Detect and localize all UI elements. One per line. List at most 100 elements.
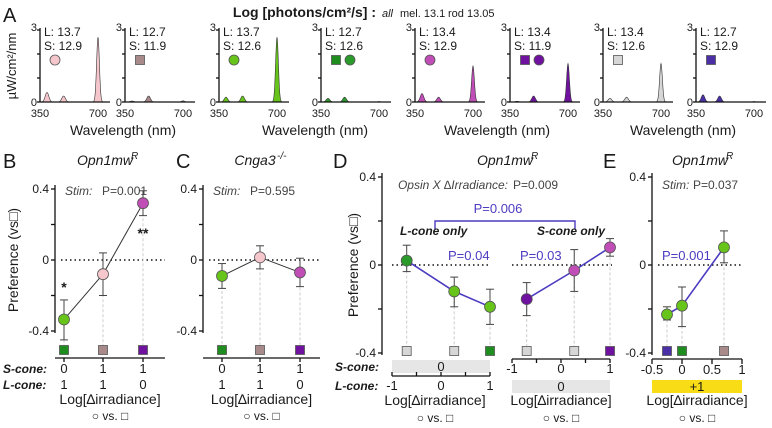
trend-line <box>573 246 611 272</box>
x-axis-label: Log[∆irradiance] <box>646 392 747 408</box>
panel-d-title-superscript: R <box>531 151 538 162</box>
x-axis-sublabel: ○ vs. □ <box>92 409 129 423</box>
l-cone-value: 1 <box>99 377 106 392</box>
trend-stat: P=0.001 <box>662 248 711 263</box>
comparison-square-icon <box>138 345 148 355</box>
ytick-label-neg0.4: -0.4 <box>355 346 376 360</box>
panel-a-title: Log [photons/cm²/s] : <box>233 4 376 20</box>
ytick-label-3: 3 <box>501 22 507 34</box>
comparison-square-icon <box>401 346 412 356</box>
comparison-square-icon <box>59 345 69 355</box>
stat-label: Stim: <box>65 184 92 198</box>
xtick-label-700: 700 <box>89 108 107 120</box>
ytick-label-3: 3 <box>210 22 216 34</box>
xtick-label-350: 350 <box>116 108 134 120</box>
spectrum-curve <box>415 64 485 103</box>
stimulus-circle-icon <box>49 54 61 66</box>
x-axis-sublabel: ○ vs. □ <box>679 411 716 425</box>
xtick-label: 1 <box>738 362 745 377</box>
panel-a-subtitle-mel: mel. 13.1 <box>400 8 445 20</box>
comparison-square-icon <box>295 345 305 355</box>
data-point-d2-3 <box>604 241 616 254</box>
s-cone-value: S: 12.6 <box>223 39 261 53</box>
data-point-d1-3 <box>484 300 496 313</box>
ytick-label-0: 0 <box>594 97 600 109</box>
spectrum-curve <box>696 94 766 103</box>
stat-value: P=0.595 <box>250 184 295 198</box>
xtick-label: -1 <box>386 378 398 393</box>
ytick-label-0.4: 0.4 <box>359 170 376 184</box>
s-cone-value: S: 11.9 <box>129 39 166 53</box>
s-cone-value: 1 <box>296 361 303 376</box>
spectrum-curve <box>603 62 673 103</box>
l-cone-value: L: 13.4 <box>419 25 456 39</box>
panel-label-d: D <box>333 151 347 173</box>
stat-value: P=0.009 <box>513 178 558 192</box>
panel-a-subtitle-rod: rod 13.05 <box>448 8 494 20</box>
significance-marker: * <box>61 279 67 295</box>
s-cone-value: S: 12.9 <box>44 39 82 53</box>
ytick-label-3: 3 <box>594 22 600 34</box>
l-cone-row-label: L-cone: <box>3 378 46 392</box>
data-point-d2-2 <box>568 264 581 277</box>
trend-line <box>681 246 725 307</box>
xtick-label: 0.5 <box>703 362 721 377</box>
comparison-square-icon <box>719 346 729 356</box>
x-axis-label: Log[∆irradiance] <box>510 392 611 408</box>
significance-marker: ** <box>138 225 149 241</box>
trend-stat: P=0.04 <box>448 248 490 263</box>
fixed-cone-band <box>512 380 610 393</box>
l-cone-value: 1 <box>256 377 263 392</box>
ytick-label-0: 0 <box>210 97 216 109</box>
ytick-label-0: 0 <box>31 97 37 109</box>
s-cone-value: S: 12.6 <box>325 39 363 53</box>
l-cone-value: 1 <box>218 377 225 392</box>
xtick-label-350: 350 <box>501 108 519 120</box>
data-point-c-1 <box>216 270 228 282</box>
ytick-label-0: 0 <box>190 253 197 267</box>
comparison-bracket <box>434 220 576 229</box>
s-cone-only-label: S-cone only <box>537 224 606 238</box>
ytick-label-3: 3 <box>31 22 37 34</box>
stat-label: Opsin X ∆Irradiance: <box>398 178 508 192</box>
data-point-d1-1 <box>400 254 413 267</box>
data-point-e-2 <box>676 299 688 312</box>
stimulus-square-icon <box>331 55 341 65</box>
stat-value: P=0.001 <box>102 184 147 198</box>
xtick-label-700: 700 <box>370 108 388 120</box>
l-cone-value: 0 <box>139 377 146 392</box>
s-cone-value: 1 <box>99 361 106 376</box>
xtick-label: -0.5 <box>641 362 663 377</box>
stimulus-circle-icon <box>424 54 436 66</box>
ytick-label-3: 3 <box>312 22 318 34</box>
comparison-square-icon <box>569 346 580 356</box>
stimulus-square-icon <box>706 55 716 65</box>
fixed-cone-value: 0 <box>557 379 564 394</box>
stimulus-circle-icon <box>533 54 545 66</box>
stat-value: P=0.037 <box>693 178 738 192</box>
data-point-e-3 <box>718 241 730 254</box>
xtick-label-350: 350 <box>312 108 330 120</box>
panel-c-title: Cnga3 <box>234 152 275 168</box>
stimulus-square-icon <box>613 55 623 65</box>
fixed-cone-band <box>392 360 490 373</box>
panel-label-b: B <box>3 151 16 173</box>
x-axis-label: Log[∆irradiance] <box>211 391 312 407</box>
l-cone-value: 0 <box>296 377 303 392</box>
comparison-square-icon <box>255 345 265 355</box>
xtick-label-350: 350 <box>687 108 705 120</box>
s-l-ratio-band <box>652 380 742 393</box>
l-cone-value: L: 12.7 <box>129 25 166 39</box>
trend-line <box>453 290 491 308</box>
xtick-label: 1 <box>606 361 613 376</box>
xtick-label-700: 700 <box>559 108 577 120</box>
bracket-stat: P=0.006 <box>474 201 523 216</box>
xtick-label-700: 700 <box>745 108 763 120</box>
band-label: +1 <box>690 379 705 394</box>
ytick-label-neg0.4: -0.4 <box>625 346 646 360</box>
panel-b-ylabel: Preference (vs□) <box>5 208 21 312</box>
xtick-label: 0 <box>678 362 685 377</box>
ytick-label-0: 0 <box>639 258 646 272</box>
